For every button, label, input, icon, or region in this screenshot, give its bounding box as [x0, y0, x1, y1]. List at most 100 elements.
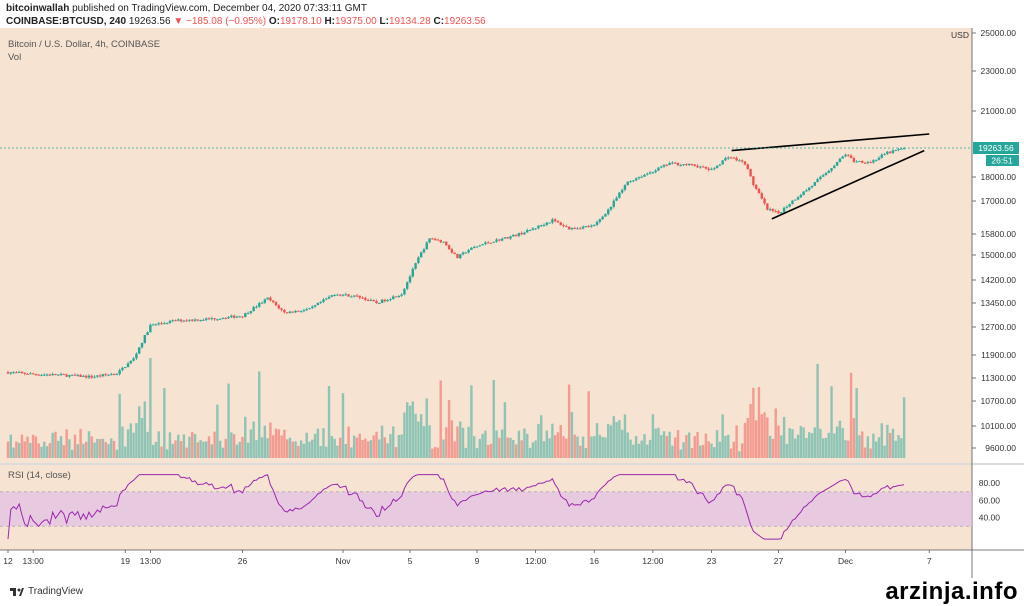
candle-body: [84, 375, 88, 378]
volume-bar: [540, 415, 543, 458]
candle-body: [188, 319, 191, 321]
candle-body: [347, 294, 350, 297]
candle-body: [902, 148, 906, 149]
candle-body: [573, 227, 576, 229]
candle-body: [752, 176, 755, 185]
volume-bar: [891, 428, 895, 458]
volume-bar: [9, 434, 12, 458]
candle-body: [45, 374, 49, 376]
trendline-lower[interactable]: [771, 149, 925, 220]
candle-body: [266, 297, 269, 300]
candle-body: [542, 224, 546, 226]
candle-body: [20, 371, 24, 373]
candle-body: [380, 299, 384, 303]
candle-body: [746, 164, 749, 170]
candle-body: [461, 252, 465, 255]
time-tick-label: 12:00: [525, 556, 547, 566]
candle-body: [87, 375, 91, 378]
volume-bar: [325, 446, 328, 458]
volume-bar: [425, 398, 428, 458]
candle-body: [498, 239, 501, 241]
volume-bar: [297, 445, 300, 458]
candle-body: [238, 316, 241, 318]
volume-bar: [29, 442, 32, 458]
volume-bar: [266, 438, 269, 458]
candle-body: [433, 238, 437, 240]
candle-body: [272, 300, 275, 303]
candle-body: [587, 226, 590, 228]
volume-bar: [710, 443, 713, 458]
volume-bar: [593, 436, 596, 458]
chart-svg[interactable]: 25000.00 23000.00 21000.00 18000.00 17000.00…: [0, 28, 1024, 578]
volume-bar: [632, 444, 635, 458]
volume-bar: [685, 435, 688, 458]
candle-body: [674, 162, 677, 164]
volume-bar: [54, 431, 57, 458]
time-tick-label: Nov: [335, 556, 351, 566]
volume-bar: [37, 443, 40, 458]
volume-bar: [576, 436, 579, 458]
volume-bar: [475, 448, 479, 458]
volume-bar: [838, 420, 842, 458]
open-value: 19178.10: [279, 16, 322, 27]
volume-bar: [121, 426, 124, 458]
candle-body: [422, 249, 426, 253]
volume-bar: [422, 426, 426, 458]
price-axis-ticks: 25000.00 23000.00 21000.00 18000.00 17000.00…: [972, 28, 1016, 453]
volume-bar: [863, 447, 867, 458]
candle-body: [269, 297, 272, 301]
volume-bar: [782, 416, 786, 458]
candle-body: [858, 160, 861, 162]
candle-body: [718, 164, 722, 166]
volume-bar: [805, 437, 808, 458]
candle-body: [763, 198, 766, 204]
rsi-tick-label: 60.00: [979, 495, 1001, 505]
volume-bar: [107, 444, 110, 458]
candle-body: [724, 158, 727, 161]
volume-bar: [766, 417, 769, 458]
volume-bar: [202, 441, 205, 458]
candle-body: [285, 312, 289, 314]
volume-bar: [902, 397, 906, 458]
candle-body: [713, 168, 716, 170]
candle-body: [378, 302, 381, 304]
volume-bar: [620, 429, 624, 458]
candle-body: [73, 374, 77, 376]
candle-body: [456, 253, 459, 259]
candles: [6, 147, 906, 380]
candle-body: [445, 241, 448, 246]
footer-brand[interactable]: TradingView: [10, 586, 83, 597]
volume-bar: [506, 437, 509, 458]
candle-body: [743, 161, 747, 165]
volume-bar: [280, 435, 283, 458]
candle-body: [880, 154, 883, 158]
candle-body: [93, 376, 96, 378]
candle-body: [604, 214, 607, 217]
volume-bar: [880, 423, 883, 458]
volume-bar: [537, 423, 540, 458]
time-tick-label: 19: [121, 556, 131, 566]
candle-body: [802, 191, 805, 196]
volume-bar: [542, 441, 546, 458]
volume-bar: [90, 436, 93, 458]
volume-bar: [285, 439, 289, 458]
volume-bar: [721, 414, 724, 458]
volume-bar: [355, 437, 359, 458]
volume-bar: [299, 440, 303, 458]
candle-body: [386, 299, 389, 302]
volume-bar: [129, 423, 133, 458]
candle-body: [235, 316, 239, 318]
candle-body: [540, 225, 543, 227]
volume-bar: [612, 416, 615, 458]
candle-body: [567, 226, 571, 230]
volume-bar: [877, 437, 881, 458]
candle-body: [534, 228, 537, 230]
candle-body: [221, 318, 225, 320]
volume-bar: [654, 428, 657, 458]
candle-body: [774, 210, 777, 212]
volume-bar: [347, 426, 350, 458]
candle-body: [207, 318, 211, 320]
volume-bar: [366, 441, 370, 458]
candle-body: [361, 297, 364, 299]
candle-body: [43, 374, 46, 376]
